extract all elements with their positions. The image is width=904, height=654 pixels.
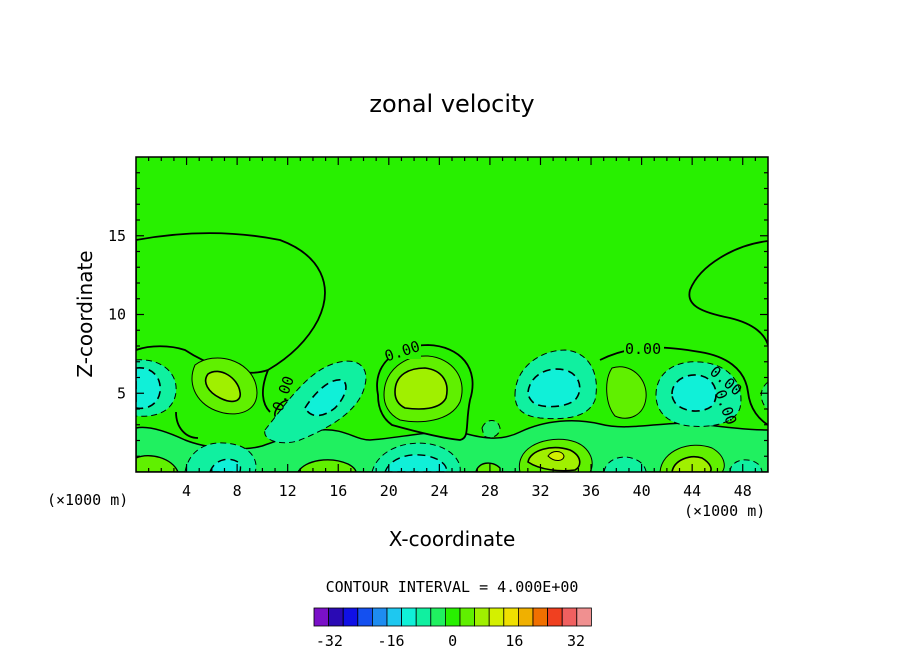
bottom-neg-22-inner xyxy=(384,454,448,472)
x-tick-label: 8 xyxy=(233,482,242,500)
bottom-neg-8-inner xyxy=(209,458,242,472)
x-tick-label: 44 xyxy=(683,482,701,500)
y-tick-label: 5 xyxy=(117,384,126,402)
colorbar-tick-label: -16 xyxy=(378,632,405,650)
colorbar-cell xyxy=(561,607,578,627)
neg-cell-left-inner xyxy=(136,367,161,410)
colorbar-cell xyxy=(444,607,461,627)
bottom-pos-33-inner xyxy=(547,451,565,461)
contour-field xyxy=(136,157,768,472)
colorbar-cell xyxy=(474,607,490,627)
y-tick-label: 15 xyxy=(108,227,126,245)
colorbar-cell xyxy=(488,607,505,627)
x-unit-note-left: (×1000 m) xyxy=(47,491,128,509)
x-tick-label: 20 xyxy=(380,482,398,500)
x-tick-label: 16 xyxy=(329,482,347,500)
x-axis-ticks: 4 8 12 16 20 24 28 32 36 40 44 48 xyxy=(148,157,756,500)
colorbar-cell xyxy=(386,607,403,627)
zero-contour-lower-left xyxy=(175,411,199,439)
x-tick-label: 36 xyxy=(582,482,600,500)
upper-right-dome xyxy=(688,240,768,346)
pos-cell-6-mid xyxy=(204,370,242,403)
colorbar-cell xyxy=(313,607,330,627)
colorbar-tick-labels: -32 -16 0 16 32 xyxy=(316,632,585,650)
x-tick-label: 40 xyxy=(633,482,651,500)
contour-label: 0.00 xyxy=(625,340,661,358)
neg-cell-28 xyxy=(481,420,501,439)
x-tick-label: 32 xyxy=(531,482,549,500)
neg-cell-15-inner xyxy=(304,379,347,417)
neg-cell-44-inner xyxy=(671,374,717,412)
colorbar-cell xyxy=(328,607,344,627)
neg-cell-33-inner xyxy=(527,368,581,408)
x-axis-label: X-coordinate xyxy=(389,527,516,551)
contour-interval: CONTOUR INTERVAL = 4.000E+00 xyxy=(326,578,579,596)
colorbar-cell xyxy=(342,607,359,627)
x-tick-label: 4 xyxy=(182,482,191,500)
colorbar xyxy=(313,607,592,627)
pos-cell-39 xyxy=(606,366,647,419)
x-unit-note-right: (×1000 m) xyxy=(684,502,765,520)
colorbar-cell xyxy=(518,607,534,627)
x-tick-label: 24 xyxy=(430,482,448,500)
colorbar-cell xyxy=(503,607,519,627)
zero-contour-middle xyxy=(262,369,271,413)
colorbar-tick-label: -32 xyxy=(316,632,343,650)
colorbar-cell xyxy=(371,607,388,627)
y-axis-ticks: 5 10 15 xyxy=(108,172,768,457)
colorbar-cell xyxy=(459,607,476,627)
y-tick-label: 10 xyxy=(108,306,126,324)
upper-left-dome xyxy=(136,232,326,374)
colorbar-cell xyxy=(532,607,549,627)
y-axis-label: Z-coordinate xyxy=(73,250,97,377)
pos-cell-21-inner xyxy=(394,367,448,410)
colorbar-cell xyxy=(357,607,373,627)
colorbar-cell xyxy=(576,607,592,627)
x-tick-label: 48 xyxy=(734,482,752,500)
colorbar-cell xyxy=(401,607,417,627)
colorbar-cell xyxy=(415,607,432,627)
x-tick-label: 28 xyxy=(481,482,499,500)
colorbar-tick-label: 32 xyxy=(567,632,585,650)
x-tick-label: 12 xyxy=(279,482,297,500)
colorbar-cell xyxy=(430,607,446,627)
bottom-pos-44-inner xyxy=(671,456,712,472)
colorbar-tick-label: 0 xyxy=(448,632,457,650)
colorbar-tick-label: 16 xyxy=(505,632,523,650)
chart-title: zonal velocity xyxy=(369,90,534,118)
colorbar-cell xyxy=(547,607,563,627)
